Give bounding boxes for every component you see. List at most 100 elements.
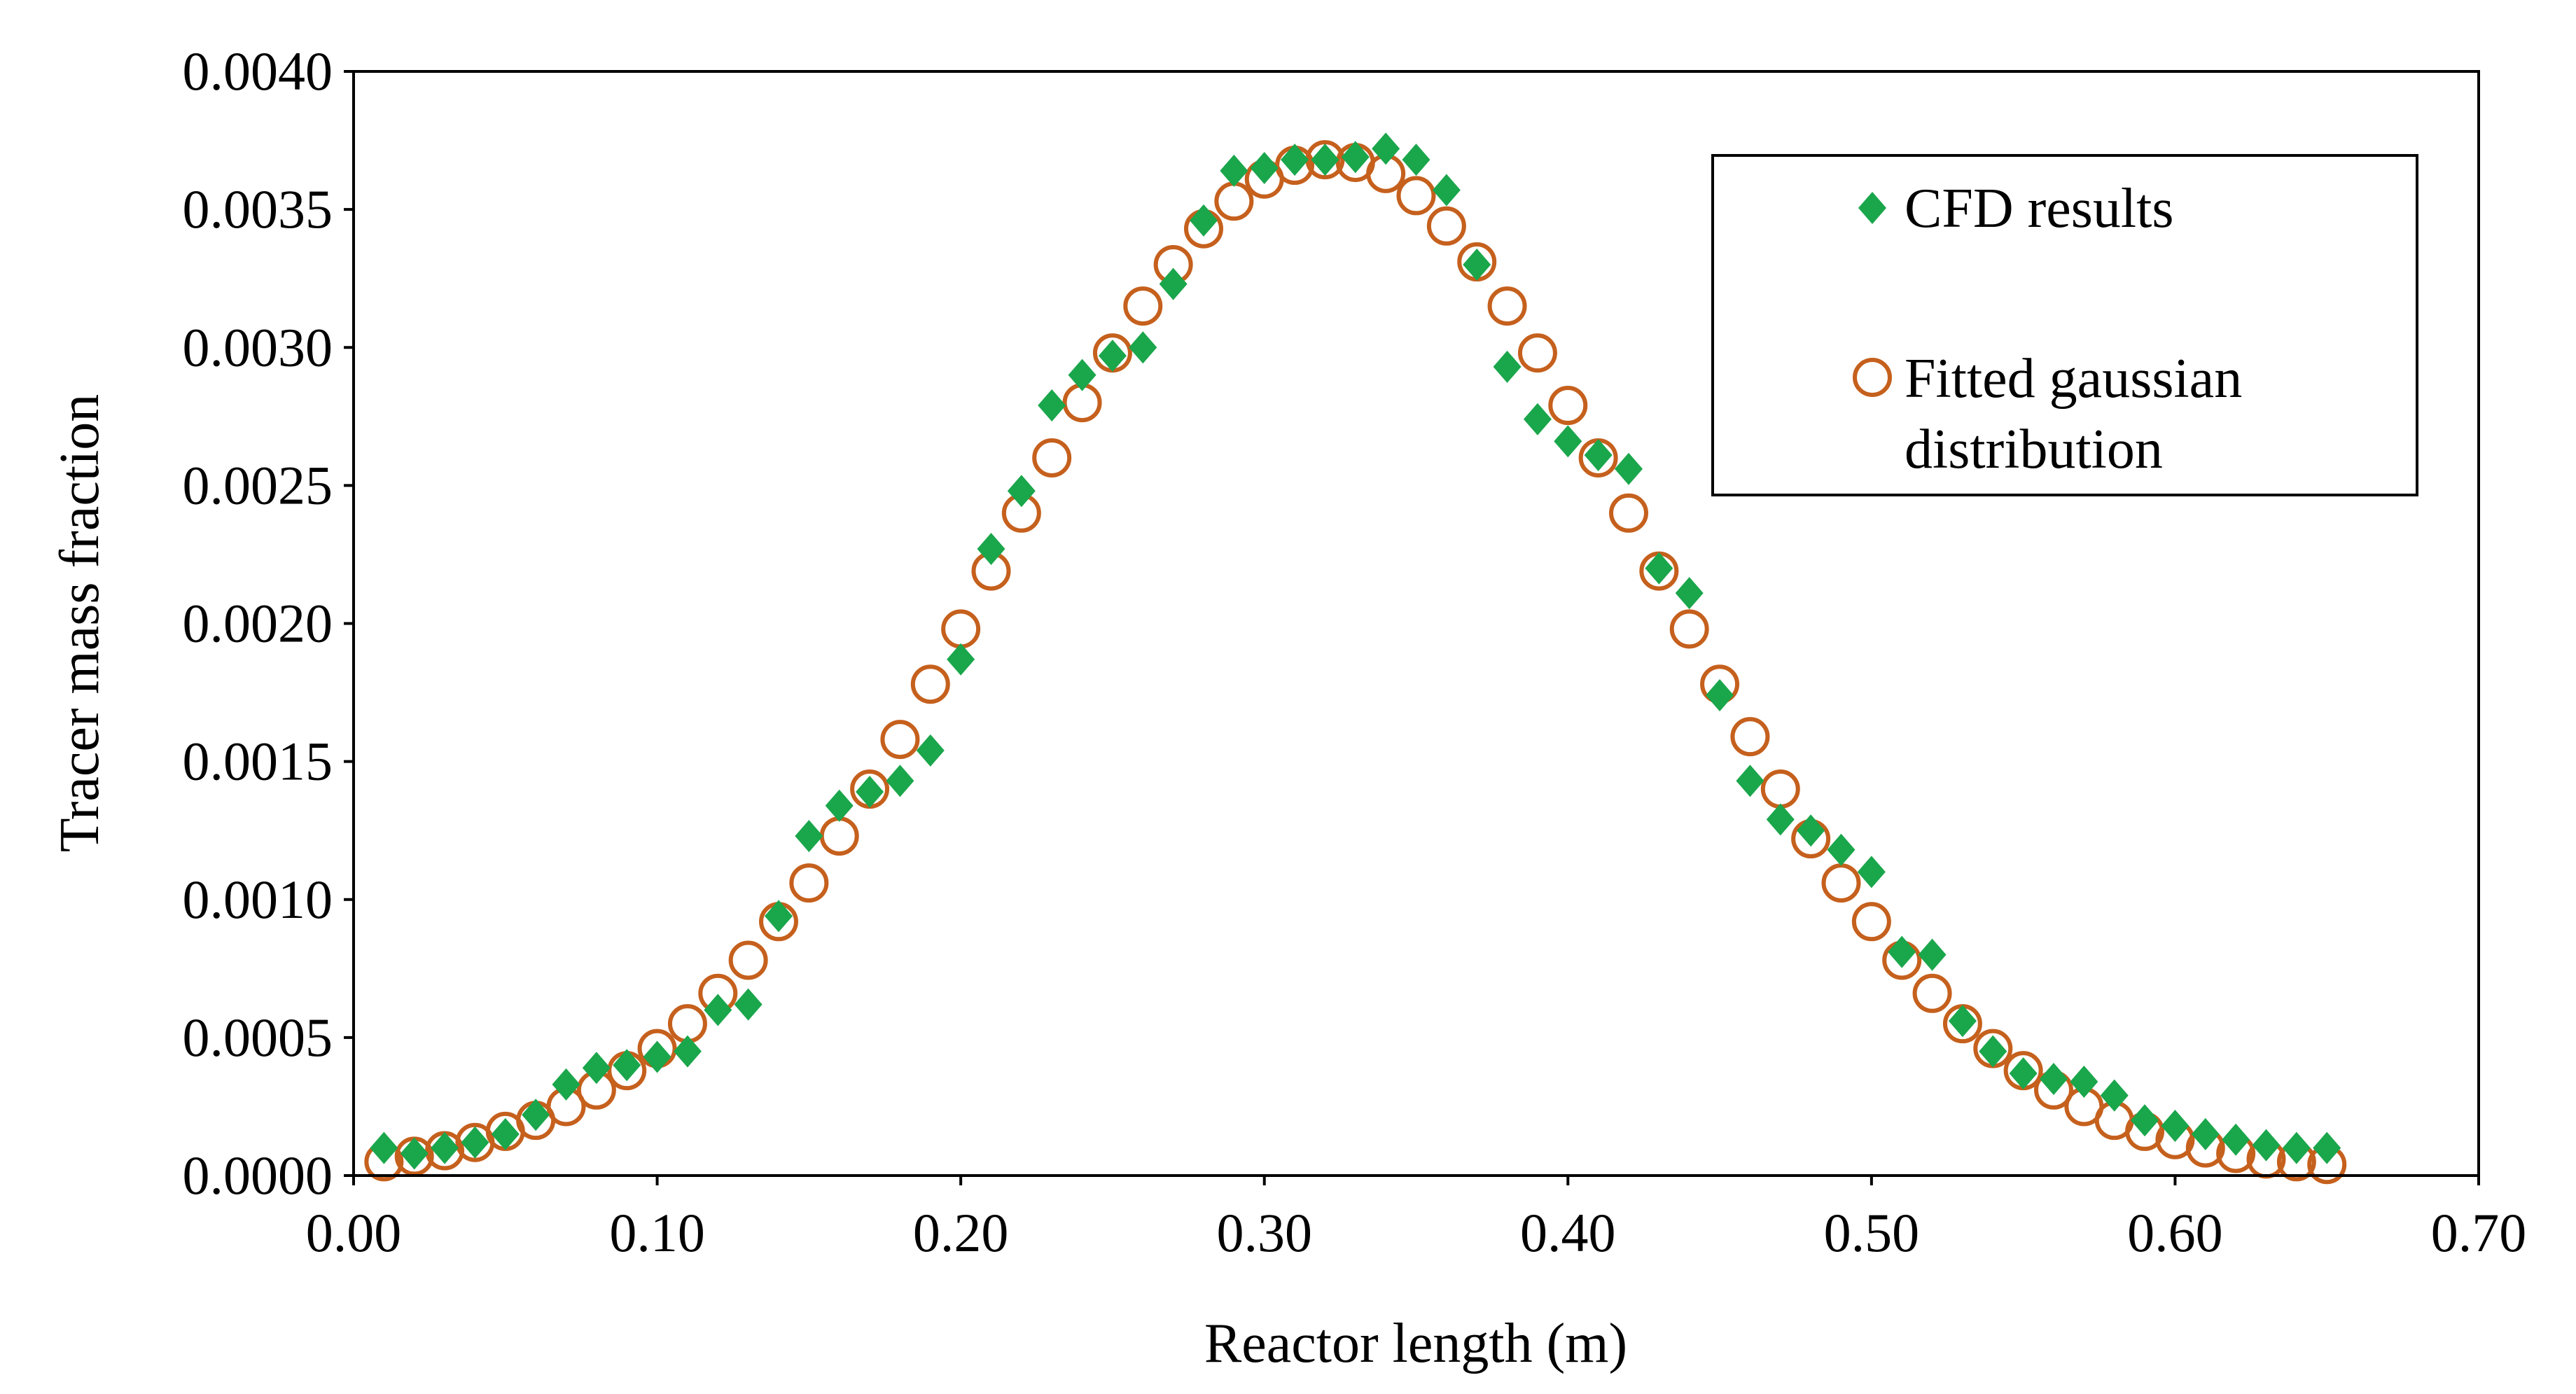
fitted-point	[1912, 973, 1952, 1013]
fitted-point	[1730, 717, 1770, 757]
cfd-point	[1979, 1035, 2007, 1068]
cfd-point	[1038, 389, 1066, 422]
cfd-series	[370, 132, 2341, 1170]
x-tick-label: 0.10	[609, 1202, 705, 1263]
cfd-point	[1706, 679, 1734, 712]
x-axis-title: Reactor length (m)	[1204, 1313, 1627, 1374]
y-tick-label: 0.0035	[183, 179, 333, 239]
cfd-point	[1007, 475, 1036, 508]
y-tick-label: 0.0000	[183, 1145, 333, 1206]
cfd-point	[1250, 151, 1279, 184]
cfd-point	[1827, 833, 1856, 866]
cfd-point	[1463, 248, 1491, 281]
fitted-point	[1123, 286, 1163, 326]
x-tick-label: 0.20	[913, 1202, 1009, 1263]
cfd-point	[795, 820, 823, 853]
legend: CFD results Fitted gaussian distribution	[1711, 154, 2418, 496]
fitted-point	[910, 664, 950, 704]
cfd-point	[552, 1068, 580, 1101]
cfd-point	[1159, 267, 1188, 300]
cfd-point	[1645, 552, 1673, 585]
x-tick-label: 0.60	[2127, 1202, 2223, 1263]
legend-label-fitted-line1: Fitted gaussian	[1905, 348, 2242, 410]
cfd-point	[1615, 452, 1643, 485]
cfd-point	[1068, 358, 1096, 391]
y-tick-label: 0.0025	[183, 454, 333, 515]
legend-label-cfd: CFD results	[1905, 178, 2174, 239]
fitted-point	[789, 863, 829, 903]
x-tick-label: 0.50	[1824, 1202, 1920, 1263]
cfd-point	[1220, 154, 1248, 187]
cfd-point	[1281, 144, 1309, 176]
cfd-point	[1918, 938, 1947, 971]
cfd-point	[734, 988, 763, 1021]
cfd-point	[1341, 141, 1370, 174]
cfd-point	[461, 1126, 489, 1159]
y-axis-ticks: 0.0000 0.0005 0.0010 0.0015 0.0020 0.0025 0.00…	[183, 41, 354, 1206]
fitted-point	[880, 720, 920, 760]
cfd-point	[2191, 1117, 2220, 1150]
cfd-point	[370, 1131, 398, 1164]
cfd-point	[947, 643, 975, 676]
y-tick-label: 0.0030	[183, 316, 333, 377]
cfd-point	[613, 1049, 641, 1082]
cfd-point	[1584, 439, 1613, 472]
cfd-point	[825, 789, 854, 822]
legend-label-fitted-line2: distribution	[1905, 419, 2163, 480]
cfd-point	[1766, 803, 1795, 836]
cfd-point	[1311, 144, 1339, 176]
cfd-point	[704, 994, 732, 1026]
cfd-point	[1190, 204, 1218, 237]
cfd-point	[1098, 340, 1127, 372]
cfd-point	[2161, 1110, 2189, 1143]
plot-area-frame	[352, 70, 2480, 1177]
fitted-point	[1517, 333, 1557, 373]
cfd-point	[856, 775, 884, 808]
cfd-point	[1888, 935, 1916, 968]
fitted-point	[1669, 609, 1709, 649]
fitted-point	[1487, 286, 1527, 326]
cfd-point	[1675, 577, 1704, 610]
cfd-point	[1432, 174, 1461, 207]
y-axis-title: Tracer mass fraction	[49, 394, 111, 853]
cfd-point	[2009, 1057, 2038, 1090]
fitted-point	[1609, 493, 1648, 533]
cfd-point	[2222, 1123, 2250, 1156]
cfd-point	[2313, 1131, 2341, 1164]
fitted-point	[1396, 176, 1436, 216]
cfd-point	[1523, 403, 1552, 435]
cfd-point	[491, 1117, 520, 1150]
fitted-point	[1851, 902, 1891, 942]
cfd-point	[582, 1052, 611, 1085]
y-tick-label: 0.0040	[183, 41, 333, 102]
cfd-point	[1857, 856, 1886, 888]
fitted-point	[728, 940, 768, 980]
cfd-point	[1493, 350, 1522, 383]
cfd-point	[2040, 1063, 2068, 1096]
fitted-point	[1548, 386, 1588, 426]
x-tick-label: 0.00	[306, 1202, 402, 1263]
legend-diamond-marker	[1858, 192, 1886, 224]
cfd-point	[2252, 1129, 2281, 1162]
cfd-point	[2282, 1131, 2311, 1164]
cfd-point	[2131, 1104, 2159, 1137]
cfd-point	[886, 765, 914, 797]
x-axis-ticks: 0.00 0.10 0.20 0.30 0.40 0.50 0.60 0.70	[306, 1176, 2526, 1263]
x-tick-label: 0.30	[1216, 1202, 1312, 1263]
cfd-point	[643, 1040, 671, 1073]
cfd-point	[1402, 144, 1430, 176]
cfd-point	[1736, 765, 1764, 797]
y-tick-label: 0.0010	[183, 869, 333, 930]
fitted-point	[1426, 206, 1466, 246]
cfd-point	[1129, 331, 1157, 364]
cfd-point	[765, 900, 793, 933]
legend-box	[1711, 154, 2418, 496]
fitted-point	[1032, 438, 1072, 478]
cfd-point	[522, 1099, 550, 1131]
cfd-point	[977, 533, 1005, 566]
cfd-point	[2100, 1079, 2129, 1112]
cfd-point	[400, 1137, 429, 1170]
x-tick-label: 0.40	[1520, 1202, 1616, 1263]
